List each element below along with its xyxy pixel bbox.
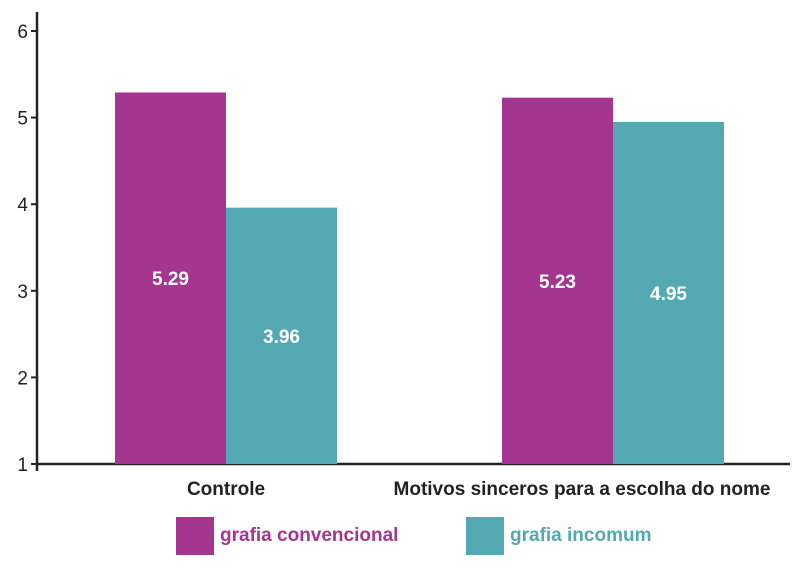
legend-item-grafia-incomum: grafia incomum: [466, 516, 651, 556]
bar-grafia-incomum-0: [226, 207, 337, 464]
bar-grafia-incomum-1: [613, 121, 724, 465]
data-label: 5.29: [152, 269, 189, 290]
legend-label-grafia-convencional: grafia convencional: [220, 525, 399, 546]
data-labels: 5.29 5.23 3.96 4.95: [152, 269, 687, 348]
y-tick-label: 2: [17, 368, 28, 389]
data-label: 5.23: [539, 272, 576, 293]
y-tick-label: 1: [17, 455, 28, 476]
legend-swatch-grafia-incomum: [466, 517, 504, 555]
category-labels: Controle Motivos sinceros para a escolha …: [187, 479, 771, 500]
bars: [115, 92, 724, 465]
bar-chart: 1 2 3 4 5 6 5.29 5.23 3.96 4.95 Controle Motivos …: [17, 12, 790, 500]
legend: grafia convencional grafia incomum: [0, 516, 800, 556]
legend-item-grafia-convencional: grafia convencional: [176, 516, 398, 556]
legend-label-grafia-incomum: grafia incomum: [510, 525, 652, 546]
bar-grafia-convencional-1: [502, 97, 613, 464]
y-axis-ticks: 1 2 3 4 5 6: [17, 22, 37, 476]
category-label: Controle: [187, 479, 265, 500]
legend-swatch-grafia-convencional: [176, 517, 214, 555]
bar-grafia-convencional-0: [115, 92, 226, 465]
category-label: Motivos sinceros para a escolha do nome: [394, 479, 771, 500]
data-label: 4.95: [650, 284, 687, 305]
y-tick-label: 6: [17, 22, 28, 43]
y-tick-label: 5: [17, 109, 28, 130]
data-label: 3.96: [263, 327, 300, 348]
y-tick-label: 4: [17, 195, 28, 216]
y-tick-label: 3: [17, 282, 28, 303]
